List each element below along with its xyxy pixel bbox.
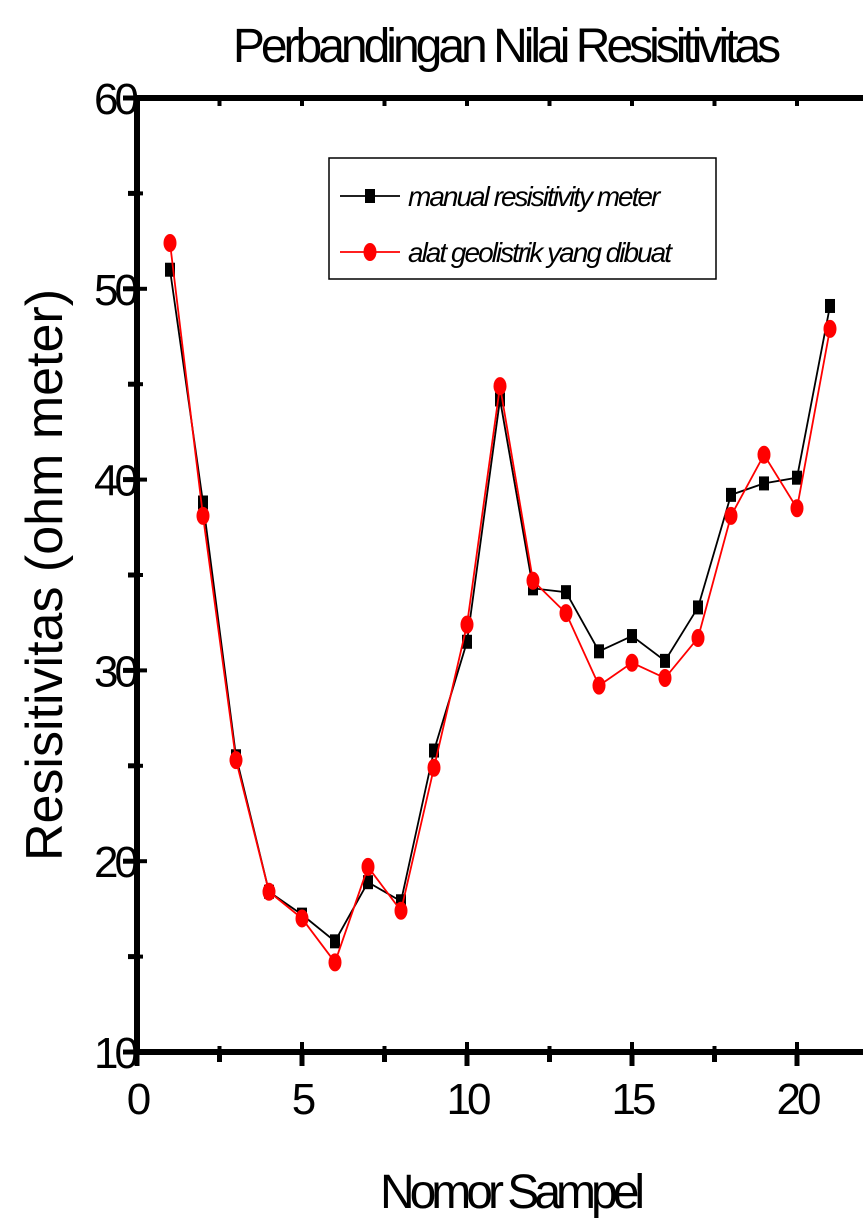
data-point-square [759, 476, 769, 491]
y-axis-label: Resisitivitas (ohm meter) [16, 289, 74, 861]
data-point-square [594, 644, 604, 659]
data-point-square [330, 934, 340, 949]
data-point-circle [262, 882, 276, 901]
legend-marker-circle [363, 243, 377, 261]
y-tick-label: 40 [94, 457, 137, 506]
x-axis-label: Nomor Sampel [380, 1166, 642, 1219]
data-point-square [198, 495, 208, 510]
data-point-circle [163, 234, 177, 253]
y-tick-label: 60 [94, 75, 137, 124]
data-point-square [627, 629, 637, 644]
data-point-square [660, 653, 670, 668]
data-point-circle [691, 628, 705, 647]
data-point-circle [658, 669, 672, 688]
data-point-square [396, 894, 406, 909]
x-tick-label: 0 [127, 1075, 150, 1124]
data-point-circle [559, 604, 573, 623]
data-point-square [693, 600, 703, 615]
series-line [169, 242, 831, 965]
data-point-circle [823, 319, 837, 338]
series-1 [165, 262, 835, 949]
x-tick-label: 15 [612, 1075, 655, 1124]
data-point-square [726, 487, 736, 502]
x-tick-label: 5 [292, 1075, 315, 1124]
data-point-circle [394, 901, 408, 920]
y-tick-label: 30 [94, 647, 137, 696]
data-point-square [495, 392, 505, 407]
data-point-square [429, 743, 439, 758]
x-tick-label: 20 [777, 1075, 820, 1124]
data-point-circle [361, 857, 375, 876]
x-tick-label: 10 [447, 1075, 490, 1124]
data-point-circle [592, 676, 606, 695]
legend: manual resisitivity meter alat geolistrik… [328, 157, 717, 280]
data-point-square [792, 470, 802, 485]
y-tick-label: 20 [94, 838, 137, 887]
data-point-circle [724, 506, 738, 525]
series-line [169, 269, 831, 943]
data-point-circle [790, 499, 804, 518]
y-tick-label: 10 [94, 1029, 137, 1078]
data-point-circle [526, 571, 540, 590]
y-tick-label: 50 [94, 266, 137, 315]
data-series [163, 234, 837, 972]
data-point-square [462, 634, 472, 649]
data-point-circle [757, 445, 771, 464]
data-point-circle [295, 909, 309, 928]
data-point-square [165, 262, 175, 277]
data-point-circle [328, 953, 342, 972]
data-point-circle [460, 615, 474, 634]
chart-title: Perbandingan Nilai Resisitivitas [233, 20, 780, 73]
data-point-square [363, 875, 373, 890]
data-point-circle [493, 377, 507, 396]
data-point-square [825, 298, 835, 313]
legend-box [328, 157, 717, 280]
legend-label: alat geolistrik yang dibuat [408, 237, 673, 268]
data-point-circle [427, 758, 441, 777]
data-point-circle [229, 751, 243, 770]
legend-label: manual resisitivity meter [408, 181, 662, 212]
data-point-square [561, 585, 571, 600]
data-point-circle [625, 653, 639, 672]
axis-ticks: 10 20 30 40 50 60 0 5 10 15 20 [94, 75, 824, 1124]
legend-marker-square [365, 189, 375, 203]
data-point-circle [196, 506, 210, 525]
series-2 [163, 234, 837, 972]
